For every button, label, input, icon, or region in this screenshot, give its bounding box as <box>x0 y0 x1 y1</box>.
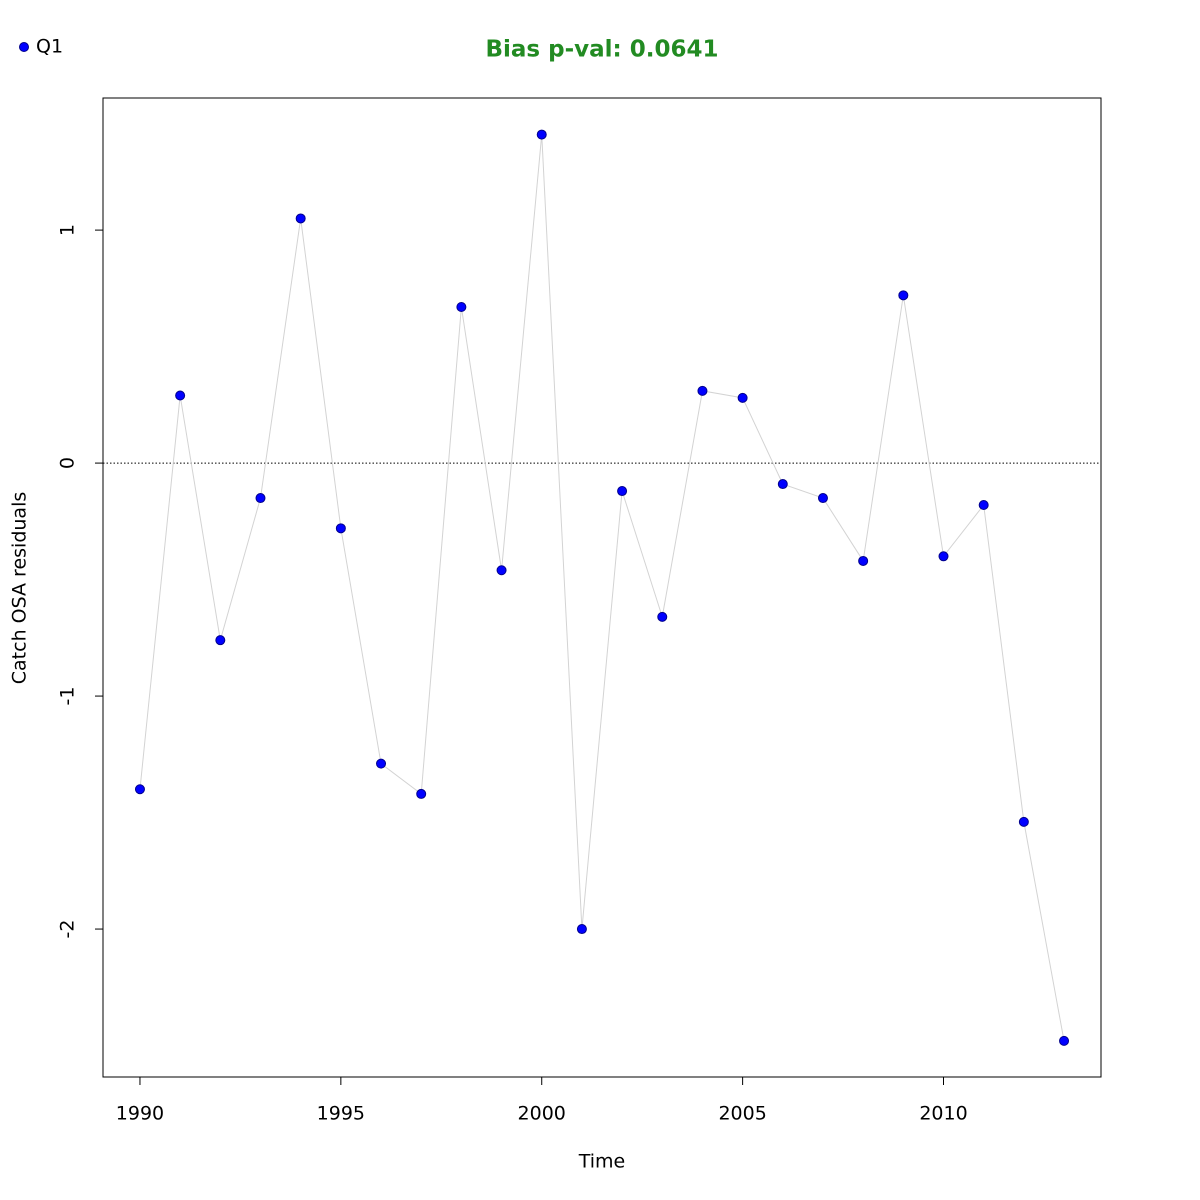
data-point <box>697 385 708 396</box>
data-point <box>737 392 748 403</box>
series-line <box>139 134 1065 1041</box>
x-tick-label: 2005 <box>718 1103 766 1125</box>
y-tick-label: -1 <box>57 687 79 706</box>
data-point <box>376 758 387 769</box>
data-point <box>134 784 145 795</box>
x-tick-label: 2000 <box>518 1103 566 1125</box>
data-point <box>1059 1035 1070 1046</box>
data-point <box>858 555 869 566</box>
data-point <box>416 788 427 799</box>
data-point <box>255 493 266 504</box>
x-tick-label: 2010 <box>919 1103 967 1125</box>
chart-title: Bias p-val: 0.0641 <box>486 37 719 63</box>
x-tick-label: 1995 <box>317 1103 365 1125</box>
data-point <box>978 500 989 511</box>
y-tick-label: 1 <box>57 224 79 236</box>
data-point <box>536 129 547 140</box>
y-axis-label: Catch OSA residuals <box>9 492 31 684</box>
x-axis-label: Time <box>578 1151 626 1173</box>
data-point <box>496 565 507 576</box>
legend-marker <box>19 42 29 52</box>
data-point <box>295 213 306 224</box>
data-point <box>1018 816 1029 827</box>
legend-label: Q1 <box>36 36 63 58</box>
data-point <box>898 290 909 301</box>
data-point <box>175 390 186 401</box>
data-point <box>657 611 668 622</box>
data-point <box>617 486 628 497</box>
data-point <box>817 493 828 504</box>
data-point <box>215 635 226 646</box>
data-point <box>777 479 788 490</box>
data-point <box>576 924 587 935</box>
data-point <box>938 551 949 562</box>
data-point <box>335 523 346 534</box>
data-point <box>456 301 467 312</box>
x-tick-label: 1990 <box>116 1103 164 1125</box>
y-tick-label: -2 <box>57 920 79 939</box>
y-tick-label: 0 <box>57 457 79 469</box>
plot-frame <box>102 97 1102 1078</box>
